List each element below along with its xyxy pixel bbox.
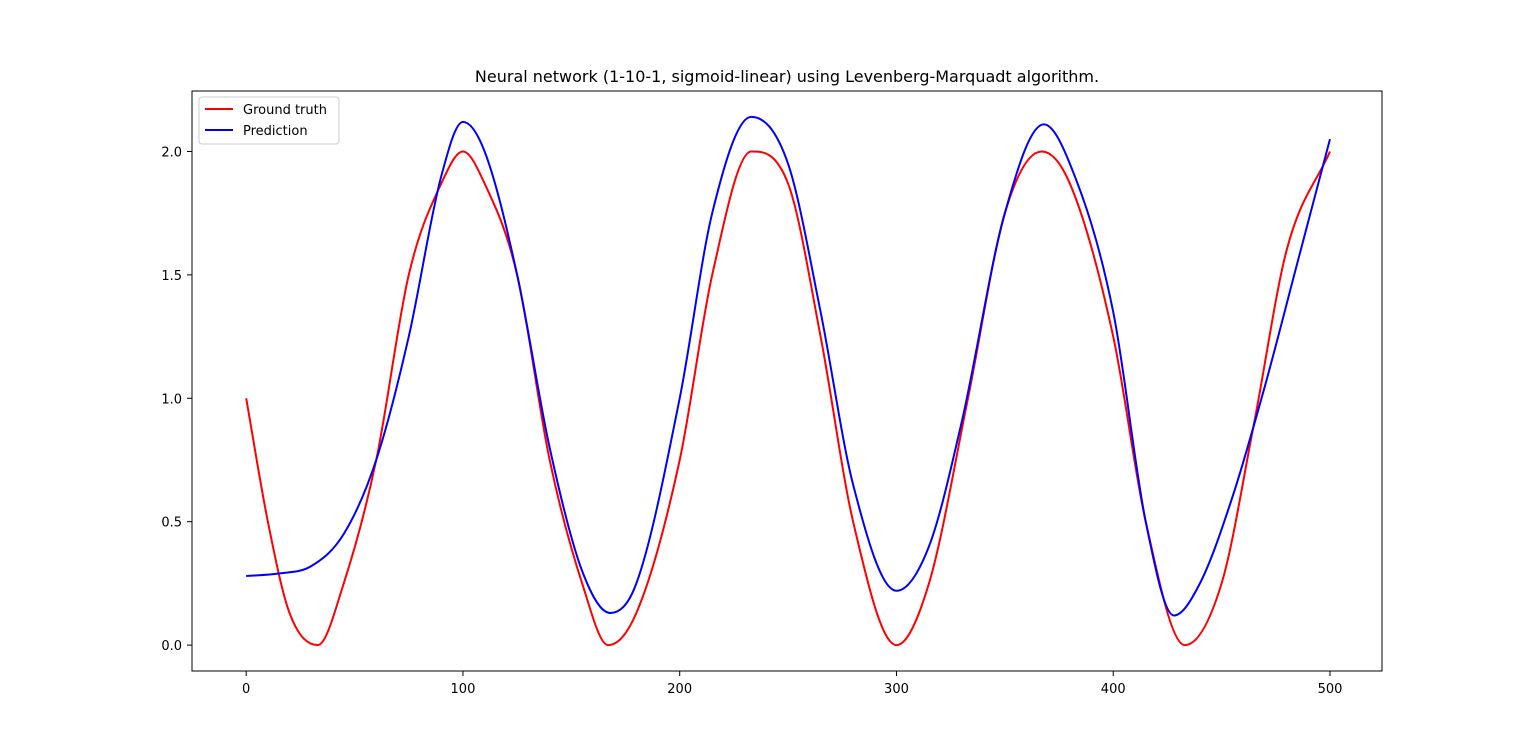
- y-tick-label: 1.5: [161, 269, 182, 284]
- series-line-prediction: [246, 115, 1331, 617]
- plot-lines: [245, 115, 1331, 647]
- legend-box: [198, 96, 340, 145]
- legend: Ground truth Prediction: [198, 96, 340, 145]
- legend-label: Prediction: [243, 124, 308, 139]
- x-tick-label: 300: [884, 682, 909, 697]
- x-axis: 0 100 200 300 400 500: [242, 671, 1342, 697]
- y-axis: 0.0 0.5 1.0 1.5 2.0: [161, 145, 192, 654]
- y-tick-label: 2.0: [161, 145, 182, 160]
- x-tick-label: 100: [451, 682, 476, 697]
- legend-label: Ground truth: [243, 103, 327, 118]
- x-tick-label: 500: [1318, 682, 1343, 697]
- x-tick-label: 0: [242, 682, 250, 697]
- x-tick-label: 400: [1101, 682, 1126, 697]
- y-tick-label: 0.0: [161, 639, 182, 654]
- plot-area-frame: [191, 90, 1383, 672]
- x-tick-label: 200: [667, 682, 692, 697]
- chart-title: Neural network (1-10-1, sigmoid-linear) …: [475, 67, 1099, 86]
- y-tick-label: 1.0: [161, 392, 182, 407]
- y-tick-label: 0.5: [161, 516, 182, 531]
